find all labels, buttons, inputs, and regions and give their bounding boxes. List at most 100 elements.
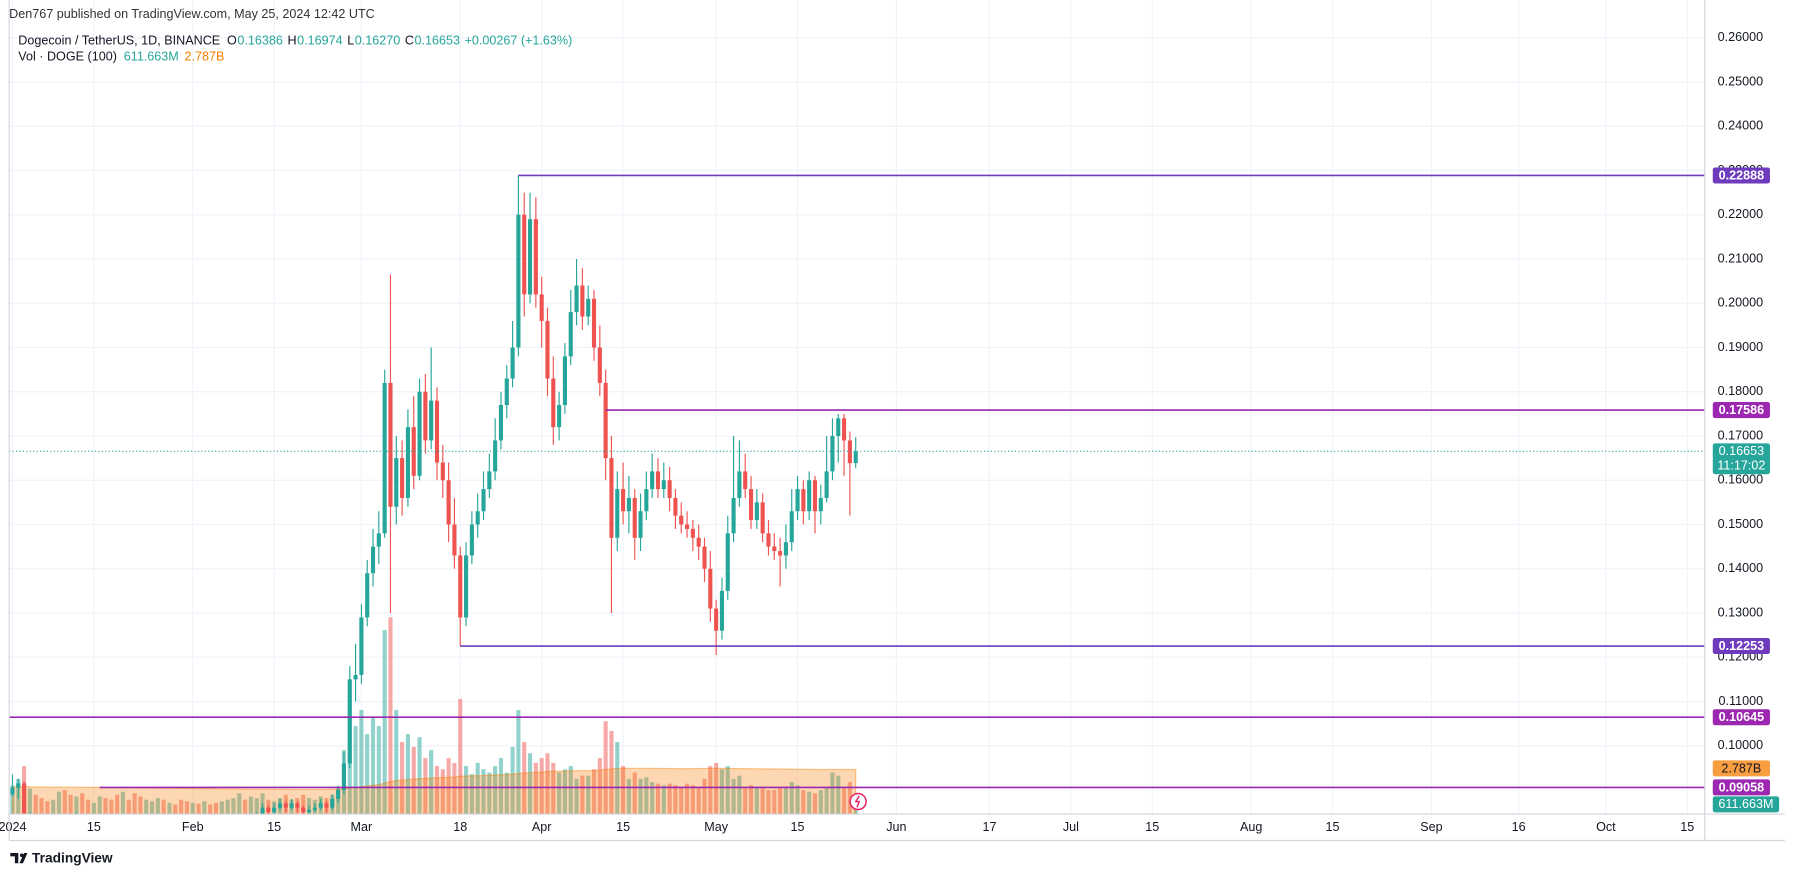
x-tick-label: Aug	[1240, 820, 1262, 834]
x-tick-label: Mar	[351, 820, 373, 834]
volume-bar	[39, 798, 44, 815]
volume-bar	[429, 750, 434, 815]
volume-bar	[382, 630, 387, 815]
candle-body	[388, 382, 393, 507]
x-tick-label: Jul	[1063, 820, 1079, 834]
candle-body	[632, 497, 637, 538]
legend-text: 0.16270	[355, 33, 400, 47]
x-tick-label: 17	[982, 820, 996, 834]
candle-body	[551, 378, 556, 428]
x-tick-label: 15	[267, 820, 281, 834]
volume-bar	[411, 746, 416, 815]
candle-body	[586, 298, 591, 317]
volume-bar	[10, 785, 15, 815]
volume-bar	[493, 766, 498, 815]
candle-body	[667, 480, 672, 498]
volume-bar	[144, 799, 149, 815]
volume-bar	[405, 734, 410, 815]
volume-bar	[469, 774, 474, 815]
volume-bar	[179, 799, 184, 815]
candle-body	[655, 471, 661, 490]
volume-bar	[557, 772, 562, 815]
volume-bar	[62, 790, 67, 815]
volume-bar	[615, 742, 620, 815]
volume-bar	[219, 801, 224, 815]
volume-bar	[103, 798, 108, 815]
candle-body	[650, 471, 655, 490]
volume-bar	[132, 793, 137, 815]
candle-body	[510, 347, 515, 379]
candle-body	[440, 462, 445, 481]
candle-body	[574, 285, 579, 313]
volume-bar	[702, 778, 707, 815]
volume-bar	[655, 783, 661, 815]
candle-body	[708, 568, 713, 609]
candle-body	[597, 347, 602, 383]
candle-body	[16, 783, 21, 788]
candle-body	[336, 789, 341, 799]
volume-label: 611.663M	[1718, 797, 1773, 811]
volume-bar	[760, 788, 765, 815]
x-tick-label: Feb	[182, 820, 204, 834]
legend-text: 611.663M	[124, 50, 179, 64]
volume-bar	[812, 793, 818, 815]
volume-bar	[202, 801, 207, 815]
overlay: 0.100000.110000.120000.130000.140000.150…	[0, 30, 1780, 834]
volume-bar	[243, 799, 248, 815]
x-tick-label: 2024	[0, 820, 26, 834]
candle-body	[533, 219, 538, 295]
candle-body	[266, 807, 271, 813]
ma-label-box	[1712, 760, 1770, 777]
volume-bar	[498, 758, 504, 815]
volume-bar	[225, 799, 230, 815]
candle-body	[306, 809, 312, 813]
volume-bar	[644, 777, 649, 815]
level-label: 0.22888	[1719, 168, 1764, 182]
legend-text: 2.787B	[185, 50, 225, 64]
candle-body	[347, 679, 352, 764]
countdown-label: 11:17:02	[1717, 459, 1765, 473]
y-tick-label: 0.17000	[1718, 428, 1763, 442]
volume-bar	[603, 721, 608, 815]
candle-body	[10, 787, 15, 795]
candle-body	[748, 489, 754, 521]
candle-body	[411, 427, 416, 476]
volume-bar	[481, 769, 486, 815]
legend-text: L	[347, 33, 354, 47]
volume-bar	[725, 766, 730, 815]
volume-bar	[109, 799, 114, 815]
candle-body	[260, 807, 265, 815]
legend-text: O	[227, 33, 237, 47]
volume-bar	[562, 769, 567, 815]
level-label-box	[1712, 709, 1770, 726]
candle-body	[824, 471, 829, 498]
volume-bar	[126, 799, 131, 815]
volume-bar	[370, 718, 376, 815]
candle-body	[417, 391, 422, 476]
y-tick-label: 0.20000	[1718, 296, 1763, 310]
volume-bar	[830, 772, 835, 815]
volume-bar	[714, 762, 719, 815]
x-tick-label: 15	[1145, 820, 1159, 834]
candle-body	[731, 497, 736, 534]
candle-body	[382, 382, 387, 534]
volume-bar	[638, 778, 643, 815]
y-tick-label: 0.22000	[1718, 207, 1763, 221]
candle-body	[359, 617, 364, 675]
alert-icon[interactable]	[849, 792, 867, 811]
candle-body	[795, 489, 800, 512]
ma-label: 2.787B	[1721, 761, 1761, 775]
volume-bar	[772, 790, 777, 815]
volume-bar	[807, 791, 812, 815]
candle-body	[522, 214, 527, 295]
candle-body	[539, 294, 544, 321]
candle-body	[400, 458, 405, 498]
candle-body	[429, 400, 434, 441]
volume-bar	[568, 766, 573, 815]
x-tick-label: Apr	[532, 820, 552, 834]
last-price-label: 0.16653	[1719, 444, 1764, 458]
candle-body	[661, 480, 666, 490]
volume-bar	[574, 778, 579, 815]
volume-bar	[795, 785, 800, 815]
candle-body	[847, 440, 852, 464]
